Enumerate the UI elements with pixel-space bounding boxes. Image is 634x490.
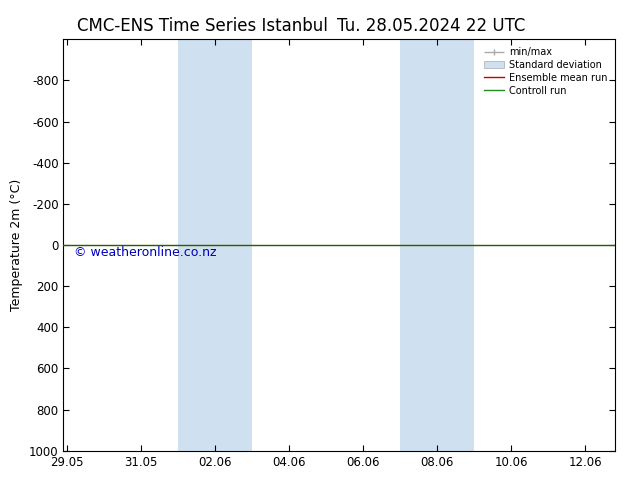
- Y-axis label: Temperature 2m (°C): Temperature 2m (°C): [10, 179, 23, 311]
- Text: CMC-ENS Time Series Istanbul: CMC-ENS Time Series Istanbul: [77, 17, 328, 35]
- Legend: min/max, Standard deviation, Ensemble mean run, Controll run: min/max, Standard deviation, Ensemble me…: [481, 44, 610, 98]
- Text: © weatheronline.co.nz: © weatheronline.co.nz: [74, 246, 217, 259]
- Bar: [178, 39, 252, 451]
- Bar: [400, 39, 474, 451]
- Text: Tu. 28.05.2024 22 UTC: Tu. 28.05.2024 22 UTC: [337, 17, 526, 35]
